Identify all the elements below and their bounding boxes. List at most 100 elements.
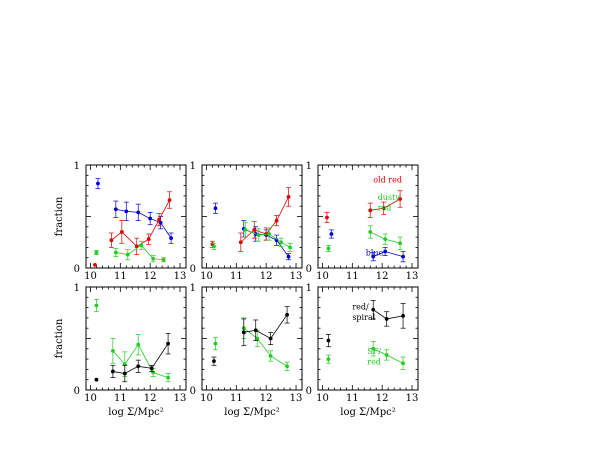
series-1 — [110, 334, 171, 383]
y-tick-label: 0 — [74, 386, 80, 397]
data-point — [279, 240, 284, 245]
data-point — [255, 336, 260, 341]
x-tick-label: 10 — [316, 271, 329, 282]
y-tick-label: 0 — [306, 264, 312, 275]
data-point — [94, 377, 99, 382]
series-4 — [325, 244, 331, 252]
data-point — [253, 328, 258, 333]
series-0 — [212, 337, 218, 351]
data-point — [96, 181, 100, 186]
annotation-label: spiral — [352, 313, 375, 322]
x-tick-label: 13 — [174, 393, 187, 404]
annotation-label: blue — [366, 249, 384, 258]
data-point — [158, 220, 163, 225]
series-line — [243, 314, 288, 340]
y-tick-label: 1 — [74, 283, 80, 294]
x-tick-label: 12 — [376, 393, 389, 404]
x-axis-label: log Σ/Mpc² — [108, 407, 164, 418]
data-point — [398, 241, 402, 246]
data-point — [122, 371, 127, 376]
x-tick-label: 12 — [260, 271, 273, 282]
series-line — [115, 244, 164, 261]
data-point — [326, 357, 331, 361]
series-3 — [238, 187, 292, 252]
data-point — [274, 238, 279, 243]
data-point — [151, 256, 156, 261]
x-tick-label: 11 — [114, 393, 127, 404]
y-tick-label: 0 — [74, 264, 80, 275]
series-3 — [370, 247, 406, 263]
data-point — [326, 246, 331, 251]
series-line — [243, 327, 288, 367]
series-0 — [212, 202, 218, 214]
x-tick-label: 10 — [316, 393, 329, 404]
data-point — [371, 307, 376, 312]
data-point — [381, 206, 386, 211]
data-point — [167, 198, 172, 202]
data-point — [161, 257, 166, 262]
data-point — [125, 252, 130, 257]
data-point — [371, 254, 376, 259]
panel-top-left: 10 11 12 13 0 1 fraction — [54, 161, 187, 282]
data-point — [166, 375, 170, 380]
data-point — [326, 338, 331, 343]
series-line — [111, 199, 170, 247]
data-point — [285, 364, 289, 369]
data-point — [94, 250, 99, 255]
x-tick-label: 12 — [376, 271, 389, 282]
data-point — [212, 359, 216, 364]
panel-bottom-right: 10 11 12 13 0 1 log Σ/Mpc² red/spiral SF/red — [306, 283, 419, 418]
data-point — [241, 330, 246, 335]
data-point — [109, 238, 114, 243]
x-tick-label: 10 — [200, 393, 213, 404]
x-tick-label: 11 — [230, 393, 243, 404]
data-point — [286, 254, 291, 259]
data-point — [401, 254, 405, 259]
series-2 — [93, 263, 97, 267]
data-point — [139, 243, 144, 248]
data-point — [401, 361, 405, 366]
data-point — [268, 354, 273, 358]
data-point — [252, 227, 257, 232]
y-tick-label: 1 — [74, 161, 80, 172]
x-tick-label: 11 — [114, 271, 127, 282]
data-point — [384, 317, 389, 321]
data-point — [93, 263, 97, 267]
plot-frame — [201, 286, 303, 391]
data-point — [401, 313, 405, 318]
data-point — [166, 341, 170, 346]
series-5 — [367, 225, 403, 250]
data-point — [243, 227, 248, 232]
series-5 — [113, 240, 167, 263]
x-tick-label: 10 — [84, 271, 97, 282]
series-3 — [110, 333, 171, 383]
data-point — [124, 209, 129, 214]
data-point — [398, 197, 402, 201]
series-0 — [324, 212, 330, 224]
y-tick-label: 1 — [306, 161, 312, 172]
data-point — [113, 207, 118, 212]
y-axis-label: fraction — [54, 318, 65, 358]
data-point — [113, 250, 118, 255]
data-point — [383, 249, 388, 254]
series-3 — [241, 306, 290, 347]
series-0 — [93, 299, 99, 313]
data-point — [136, 342, 141, 347]
series-1 — [367, 190, 403, 218]
data-point — [94, 303, 99, 308]
panel-bottom-middle: 10 11 12 13 0 1 log Σ/Mpc² — [190, 283, 303, 418]
data-point — [157, 217, 162, 222]
series-2 — [211, 356, 217, 366]
data-point — [212, 244, 216, 249]
data-point — [368, 208, 373, 213]
data-point — [110, 369, 115, 374]
series-2 — [328, 229, 334, 239]
x-tick-label: 12 — [144, 393, 157, 404]
x-tick-label: 13 — [406, 271, 419, 282]
series-1 — [113, 200, 174, 244]
data-point — [149, 366, 154, 371]
series-1 — [241, 317, 290, 371]
data-point — [213, 341, 218, 346]
annotation-label: SF/ — [367, 347, 381, 356]
